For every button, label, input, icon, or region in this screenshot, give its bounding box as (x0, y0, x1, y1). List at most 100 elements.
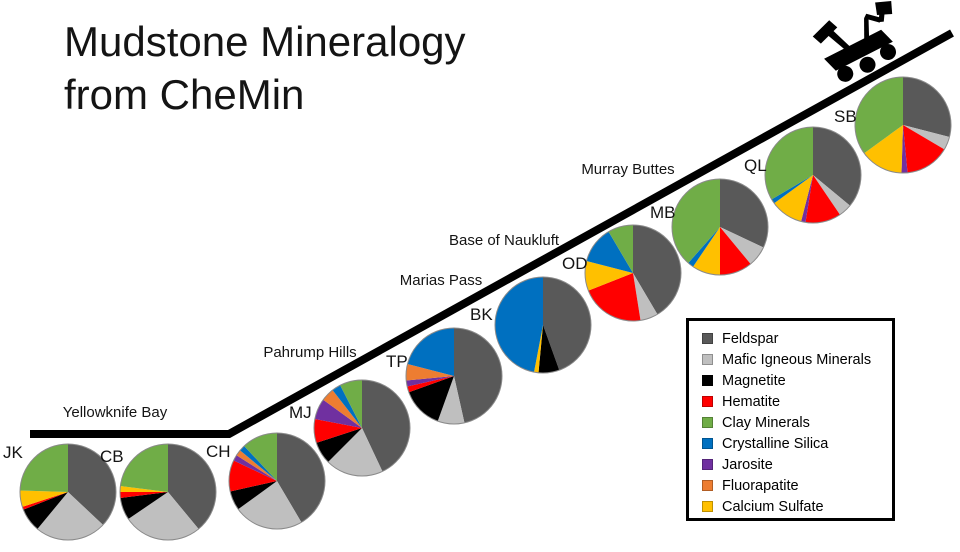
slice-cb-clay-minerals (120, 444, 168, 492)
legend-label: Jarosite (722, 456, 773, 473)
pie-outline (584, 224, 682, 322)
slice-od-calcium-sulfate (585, 261, 633, 291)
slice-ql-mafic-igneous-minerals (813, 175, 850, 215)
legend-item-hematite: Hematite (702, 391, 892, 412)
pie-ch (228, 432, 326, 530)
slice-tp-mafic-igneous-minerals (437, 376, 465, 424)
rover-icon (812, 1, 897, 82)
slice-mj-feldspar (362, 380, 410, 472)
pie-tp (405, 327, 503, 425)
slice-ch-fluorapatite (236, 450, 277, 481)
pie-mb (671, 178, 769, 276)
slice-mj-jarosite (314, 399, 362, 428)
slice-jk-clay-minerals (20, 444, 68, 492)
slice-cb-magnetite (120, 492, 168, 519)
pie-sb (854, 76, 952, 174)
legend-swatch-magnetite (702, 375, 713, 386)
legend-item-calcium-sulfate: Calcium Sulfate (702, 496, 892, 517)
pie-outline (405, 327, 503, 425)
slice-tp-feldspar (454, 328, 502, 423)
slice-mj-hematite (314, 419, 362, 443)
slice-sb-jarosite (901, 125, 908, 174)
slice-ql-feldspar (813, 127, 861, 206)
slice-jk-hematite (22, 492, 69, 510)
legend-swatch-crystalline-silica (702, 438, 713, 449)
slice-bk-crystalline-silica (495, 277, 543, 373)
slice-mj-fluorapatite (323, 390, 362, 428)
slice-sb-mafic-igneous-minerals (903, 125, 950, 150)
slice-ch-magnetite (230, 481, 277, 510)
legend-swatch-clay-minerals (702, 417, 713, 428)
slice-mb-hematite (720, 227, 751, 275)
slice-mj-mafic-igneous-minerals (328, 428, 383, 476)
slice-ql-crystalline-silica (771, 175, 813, 204)
pie-outline (494, 276, 592, 374)
slice-tp-fluorapatite (405, 364, 454, 381)
legend-label: Clay Minerals (722, 414, 810, 431)
slice-mj-clay-minerals (340, 380, 362, 428)
legend-swatch-mafic-igneous-minerals (702, 354, 713, 365)
slice-sb-calcium-sulfate (864, 125, 903, 173)
slice-ch-feldspar (277, 432, 326, 523)
pie-ql (764, 126, 862, 224)
slice-mb-clay-minerals (671, 179, 720, 264)
legend-swatch-calcium-sulfate (702, 501, 713, 512)
slice-ch-jarosite (233, 455, 277, 481)
slice-tp-crystalline-silica (407, 328, 454, 376)
legend-item-jarosite: Jarosite (702, 454, 892, 475)
slice-ql-clay-minerals (764, 127, 813, 200)
slice-jk-calcium-sulfate (19, 490, 68, 507)
slice-mj-crystalline-silica (332, 385, 362, 428)
slice-ch-clay-minerals (244, 433, 277, 481)
title-line-2: from CheMin (64, 70, 305, 118)
legend-label: Mafic Igneous Minerals (722, 351, 872, 368)
slice-ch-crystalline-silica (240, 446, 277, 481)
slice-ch-hematite (229, 460, 277, 492)
slice-tp-hematite (407, 376, 454, 393)
slice-sb-feldspar (903, 77, 951, 137)
slice-mb-mafic-igneous-minerals (720, 227, 764, 264)
slice-jk-mafic-igneous-minerals (37, 492, 103, 540)
slice-ch-mafic-igneous-minerals (238, 481, 302, 529)
slice-ql-hematite (805, 175, 840, 224)
slice-sb-clay-minerals (855, 77, 903, 154)
legend-label: Feldspar (722, 330, 779, 347)
pie-outline (119, 443, 217, 541)
slice-od-feldspar (633, 225, 682, 315)
slice-jk-feldspar (68, 444, 117, 525)
pie-od (584, 224, 682, 322)
legend: Feldspar Mafic Igneous Minerals Magnetite H… (686, 318, 895, 521)
legend-swatch-feldspar (702, 333, 713, 344)
slice-od-mafic-igneous-minerals (633, 273, 658, 321)
slice-cb-hematite (120, 492, 168, 499)
slice-mb-calcium-sulfate (693, 227, 720, 275)
legend-item-fluorapatite: Fluorapatite (702, 475, 892, 496)
slice-od-clay-minerals (608, 225, 633, 273)
legend-swatch-jarosite (702, 459, 713, 470)
pie-outline (764, 126, 862, 224)
slice-cb-mafic-igneous-minerals (128, 492, 199, 540)
pie-cb (119, 443, 217, 541)
slice-cb-feldspar (168, 444, 216, 529)
slice-bk-feldspar (543, 277, 591, 371)
pie-outline (19, 443, 117, 541)
legend-swatch-hematite (702, 396, 713, 407)
slice-mb-crystalline-silica (688, 227, 720, 267)
legend-label: Magnetite (722, 372, 786, 389)
pie-jk (19, 443, 117, 541)
slice-mb-feldspar (720, 179, 768, 248)
legend-items: Feldspar Mafic Igneous Minerals Magnetite H… (702, 328, 892, 517)
slice-ql-jarosite (801, 175, 813, 223)
legend-swatch-fluorapatite (702, 480, 713, 491)
slice-cb-calcium-sulfate (120, 485, 168, 492)
pie-outline (228, 432, 326, 530)
slice-od-crystalline-silica (586, 231, 633, 273)
slice-mj-magnetite (316, 428, 362, 462)
slice-bk-calcium-sulfate (534, 325, 543, 373)
slice-tp-jarosite (406, 376, 454, 387)
legend-item-mafic-igneous-minerals: Mafic Igneous Minerals (702, 349, 892, 370)
legend-label: Crystalline Silica (722, 435, 829, 452)
legend-item-crystalline-silica: Crystalline Silica (702, 433, 892, 454)
